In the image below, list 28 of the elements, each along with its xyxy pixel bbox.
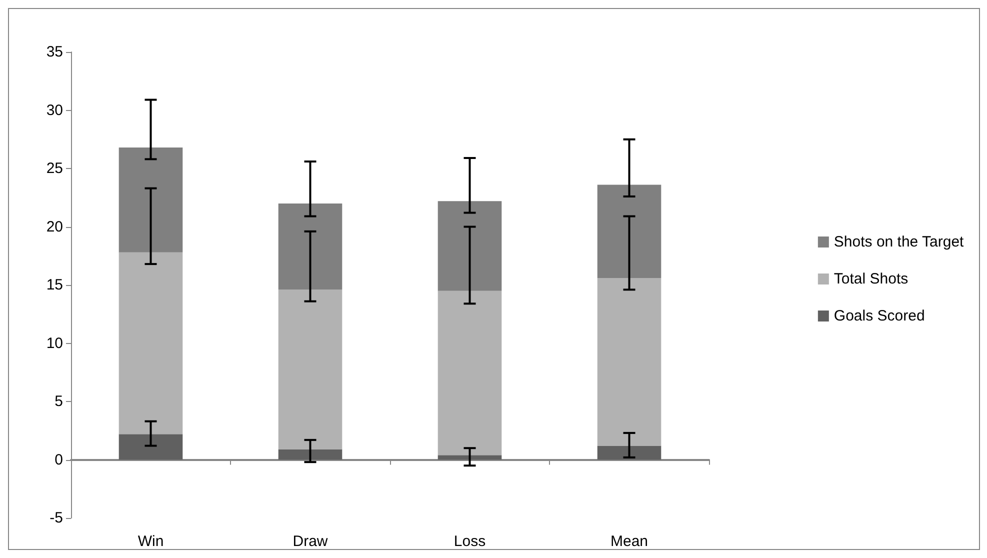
y-tick-label: 15 bbox=[46, 276, 63, 294]
bar bbox=[118, 148, 183, 252]
bar bbox=[278, 449, 342, 460]
y-tick-label: 0 bbox=[54, 451, 63, 468]
y-tick-label: 20 bbox=[46, 218, 63, 236]
x-tick-label: Win bbox=[138, 533, 164, 550]
y-tick-label: 35 bbox=[46, 44, 63, 60]
bar bbox=[438, 455, 502, 460]
bar bbox=[118, 252, 183, 434]
legend-label: Total Shots bbox=[834, 270, 908, 288]
bar bbox=[438, 290, 502, 456]
legend-label: Shots on the Target bbox=[834, 234, 965, 250]
y-tick-label: -5 bbox=[50, 510, 63, 526]
y-tick-label: 5 bbox=[54, 393, 63, 410]
bar bbox=[597, 446, 662, 460]
bar bbox=[278, 203, 342, 290]
bar bbox=[278, 290, 342, 450]
x-tick-label: Loss bbox=[454, 533, 486, 550]
x-tick-label: Draw bbox=[292, 533, 328, 550]
y-tick-label: 10 bbox=[46, 334, 63, 352]
x-tick-label: Mean bbox=[610, 533, 648, 550]
y-tick-label: 25 bbox=[46, 160, 63, 177]
bar bbox=[597, 278, 662, 446]
bar bbox=[118, 434, 183, 460]
legend-label: Goals Scored bbox=[834, 308, 925, 324]
y-tick-label: 30 bbox=[46, 102, 63, 119]
bar bbox=[597, 184, 662, 278]
bar bbox=[438, 201, 502, 291]
